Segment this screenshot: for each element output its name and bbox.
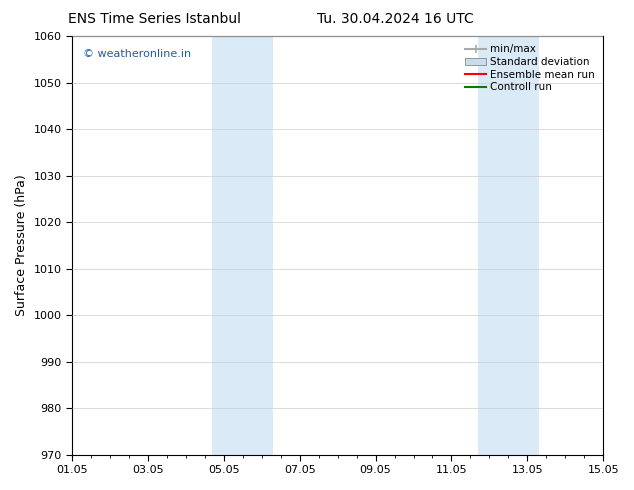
Text: © weatheronline.in: © weatheronline.in (82, 49, 191, 59)
Text: Tu. 30.04.2024 16 UTC: Tu. 30.04.2024 16 UTC (317, 12, 474, 26)
Y-axis label: Surface Pressure (hPa): Surface Pressure (hPa) (15, 174, 28, 316)
Text: ENS Time Series Istanbul: ENS Time Series Istanbul (68, 12, 241, 26)
Bar (478, 36, 539, 455)
Bar (212, 36, 273, 455)
Legend: min/max, Standard deviation, Ensemble mean run, Controll run: min/max, Standard deviation, Ensemble me… (462, 41, 598, 96)
